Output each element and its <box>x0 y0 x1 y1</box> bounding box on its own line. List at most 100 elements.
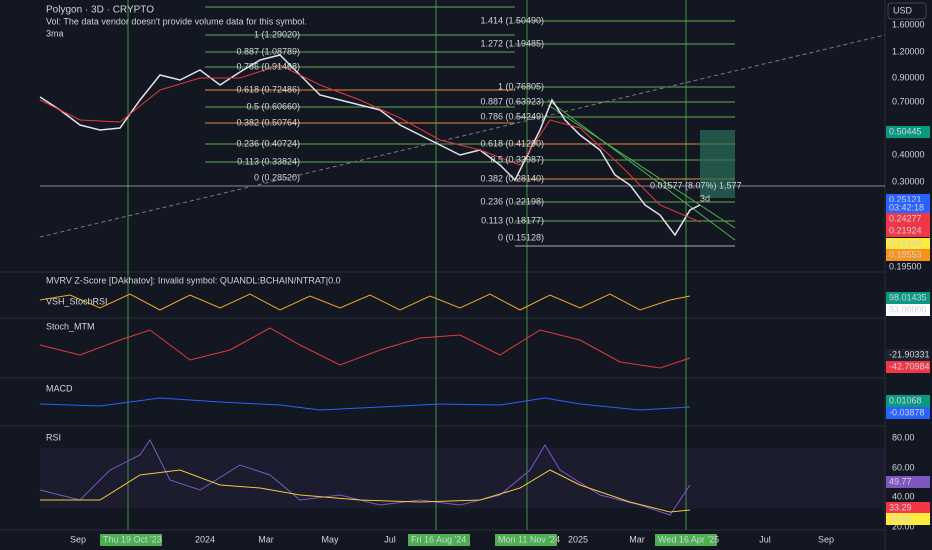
price-tag: 0.19500 <box>889 261 922 271</box>
price-tag: 0.19553 <box>889 249 922 259</box>
time-axis-label: Sep <box>818 534 834 544</box>
panel-tag: -0.03878 <box>889 407 925 417</box>
time-axis-label: Mar <box>629 534 645 544</box>
panel-tag-bg <box>886 304 930 316</box>
panel-separators <box>0 0 886 550</box>
rsi-axis-label: 60.00 <box>892 462 915 472</box>
time-tag-bg <box>408 534 470 546</box>
fib-label: 1 (1.29020) <box>254 29 300 39</box>
fib-label: 1.414 (1.50490) <box>480 15 544 25</box>
rsi-axis-label: 20.00 <box>892 521 915 531</box>
time-axis-label: Mar <box>258 534 274 544</box>
rsi-band <box>40 448 885 508</box>
panel-tag: 49.77 <box>889 476 912 486</box>
panel-tag: 98.01435 <box>889 292 927 302</box>
vol-note: Vol: The data vendor doesn't provide vol… <box>46 16 307 26</box>
panel-title: Stoch_MTM <box>46 321 95 331</box>
fib-label: 0.113 (0.33824) <box>237 156 300 166</box>
fib-lines <box>39 6 886 247</box>
panel-tag-bg <box>886 292 930 304</box>
time-axis-label: Sep <box>70 534 86 544</box>
time-axis-label: 2024 <box>195 534 215 544</box>
time-axis-label: May <box>321 534 339 544</box>
fib-label: 1 (0.76805) <box>498 81 544 91</box>
price-tag: 0.24277 <box>889 213 922 223</box>
price-axis-label: 1.60000 <box>892 19 925 29</box>
date-markers <box>127 0 687 530</box>
price-tag-bg <box>886 249 930 261</box>
panel-tag-bg <box>886 502 930 514</box>
panel-tag: -42.70984 <box>889 361 930 371</box>
fib-label: 0.618 (0.72486) <box>236 84 300 94</box>
panel-title: MACD <box>46 383 73 393</box>
time-tag-bg <box>100 534 162 546</box>
time-axis-label: Jul <box>384 534 396 544</box>
panel-tag-bg <box>886 349 930 361</box>
currency-box[interactable] <box>887 2 927 20</box>
panel-tag: 0.01068 <box>889 395 922 405</box>
stoch-mtm-line <box>39 327 691 369</box>
panel-tag: 33.29 <box>889 502 912 512</box>
price-tag: 0.21924 <box>889 225 922 235</box>
price-tag: 0.25121 <box>889 194 922 204</box>
panel-tag: 32.81 <box>889 513 912 523</box>
time-tag-bg <box>655 534 717 546</box>
fib-label: 1.272 (1.19485) <box>480 38 544 48</box>
panel-tag-bg <box>886 361 930 373</box>
interval-label: 3d <box>700 193 710 203</box>
fib-label: 0.236 (0.40724) <box>236 138 300 148</box>
price-tag-bg <box>886 213 930 225</box>
panel-tag: -21.90331 <box>889 349 930 359</box>
time-tag: Mon 11 Nov '24 <box>498 534 560 544</box>
fib-label: 0 (0.15128) <box>498 232 544 242</box>
time-axis-label: 2025 <box>568 534 588 544</box>
rsi-axis-label: 80.00 <box>892 432 915 442</box>
price-tag-bg <box>886 126 930 138</box>
fib-label: 0.5 (0.33987) <box>490 154 544 164</box>
panel-tag-bg <box>886 476 930 488</box>
fib-label: 0.786 (0.54249) <box>480 111 544 121</box>
fib-label: 0.5 (0.60660) <box>246 101 300 111</box>
time-tag: Wed 16 Apr '25 <box>658 534 719 544</box>
fib-label: 0.786 (0.91468) <box>236 61 300 71</box>
panel-tag-bg <box>886 513 930 525</box>
price-tag: 0.50445 <box>889 126 922 136</box>
fib-label: 0.887 (0.63923) <box>480 96 544 106</box>
fib-label: 0.382 (0.50764) <box>236 117 300 127</box>
fib-label: 0.618 (0.41290) <box>480 138 544 148</box>
price-tag-bg <box>886 261 930 273</box>
time-axis-label: Jul <box>759 534 771 544</box>
ma-line <box>39 64 701 223</box>
indicator: 3ma <box>46 28 64 38</box>
price-tag-bg <box>886 238 930 250</box>
price-tag: 0.21246 <box>889 238 922 248</box>
rsi-axis-label: 40.00 <box>892 491 915 501</box>
macd-line <box>39 397 691 411</box>
fib-label: 0.887 (1.08789) <box>236 46 300 56</box>
price-tag: 03:42:18 <box>889 202 924 212</box>
measure-label: 0.01577 (8.07%) 1,577 <box>650 180 742 190</box>
fib-label: 0.236 (0.22198) <box>480 196 544 206</box>
panel-tag-bg <box>886 407 930 419</box>
panel-title: RSI <box>46 432 61 442</box>
panel-tag: 93.00000 <box>889 304 927 314</box>
panel-tag-bg <box>886 395 930 407</box>
price-tag-bg <box>886 225 930 237</box>
fib-label: 0.113 (0.18177) <box>481 215 544 225</box>
symbol: Polygon · 3D · CRYPTO <box>46 5 154 16</box>
fib-label: 0.382 (0.28140) <box>480 173 544 183</box>
price-tag-bg <box>886 202 930 214</box>
time-tag: Fri 16 Aug '24 <box>411 534 466 544</box>
price-axis-label: 0.30000 <box>892 176 925 186</box>
time-tag-bg <box>495 534 557 546</box>
panel-title: VSH_StochRSI <box>46 296 108 306</box>
currency[interactable]: USD <box>893 5 913 15</box>
price-axis-label: 1.20000 <box>892 46 925 56</box>
price-axis-label: 0.90000 <box>892 72 925 82</box>
time-tag: Thu 19 Oct '23 <box>103 534 162 544</box>
price-line <box>39 54 701 237</box>
stochrsi-line <box>39 293 691 311</box>
price-axis-label: 0.40000 <box>892 149 925 159</box>
rsi-ma-line <box>40 469 691 513</box>
